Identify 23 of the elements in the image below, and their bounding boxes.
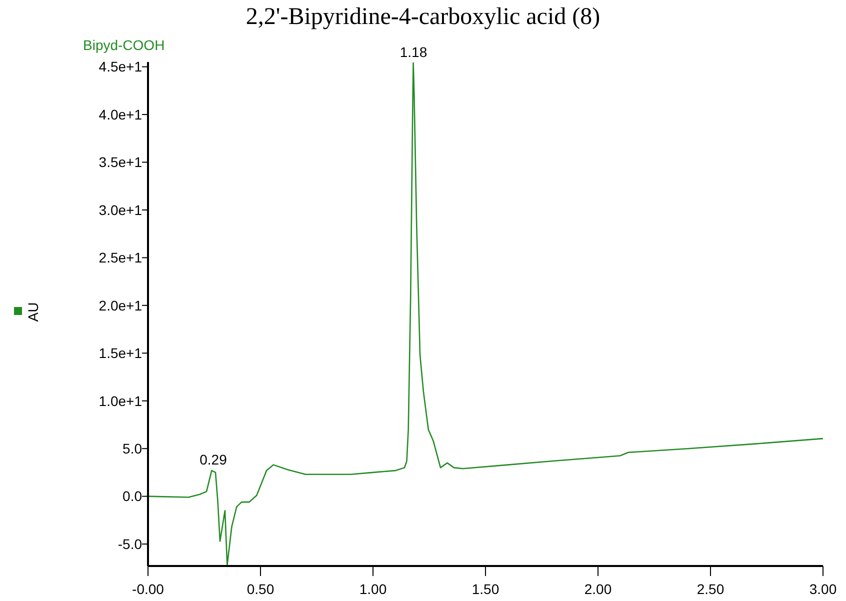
- y-tick-label: -5.0: [118, 536, 142, 552]
- x-tick-label: 3.00: [809, 581, 837, 597]
- annotation: 0.29: [200, 452, 228, 468]
- x-tick-label: 1.50: [472, 581, 500, 597]
- y-tick-label: 2.0e+1: [98, 297, 142, 314]
- y-tick-label: 1.0e+1: [98, 392, 142, 409]
- x-tick-label: 2.00: [584, 581, 612, 597]
- y-tick-label: 4.5e+1: [98, 58, 142, 75]
- y-tick-label: 1.5e+1: [98, 345, 142, 362]
- text: Bipyd-COOH: [83, 37, 165, 53]
- x-tick-label: 0.50: [246, 581, 274, 597]
- y-axis-title: AU: [25, 302, 41, 322]
- x-tick-label: -0.00: [132, 581, 164, 597]
- y-tick-label: 5.0: [122, 440, 142, 456]
- chart-title: 2,2'-Bipyridine-4-carboxylic acid (8): [246, 4, 600, 30]
- x-tick-label: 2.50: [696, 581, 724, 597]
- y-tick-label: 2.5e+1: [98, 250, 142, 266]
- y-tick-label: 0.0: [122, 488, 142, 504]
- y-tick-label: 3.5e+1: [98, 154, 142, 170]
- x-tick-label: 1.00: [359, 581, 387, 597]
- y-tick-label: 4.0e+1: [98, 106, 142, 122]
- annotation: 1.18: [400, 44, 428, 60]
- y-tick-label: 3.0e+1: [98, 202, 142, 218]
